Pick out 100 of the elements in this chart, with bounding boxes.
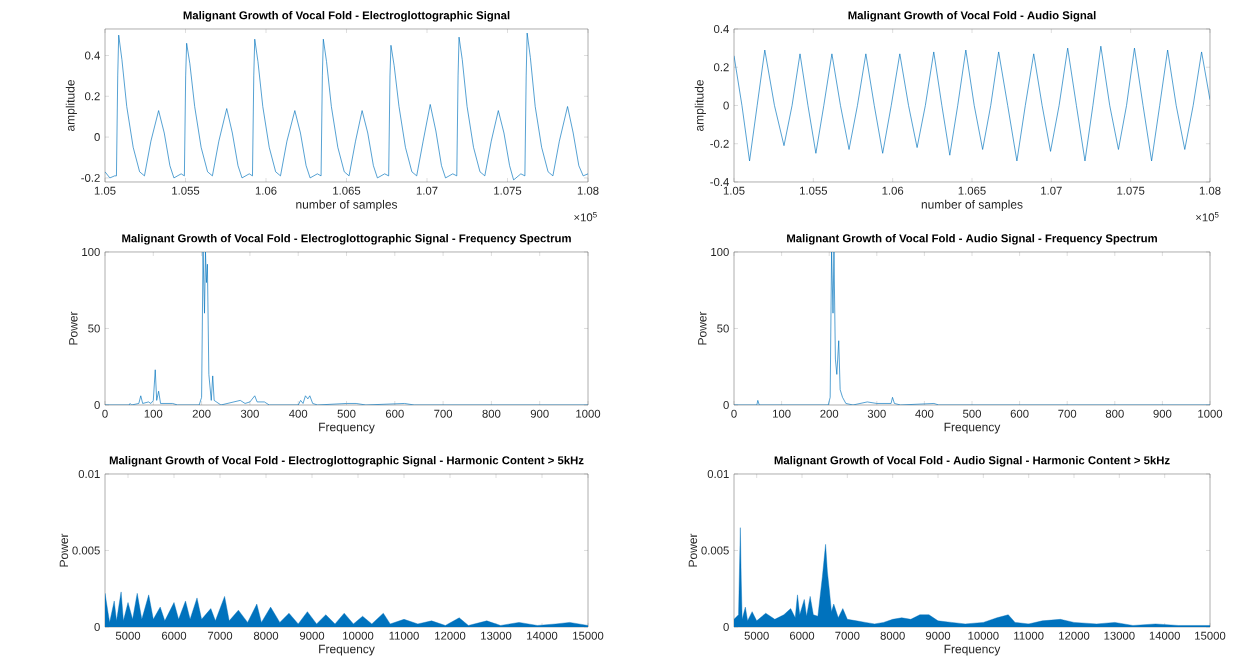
x-tick-label: 10000	[343, 631, 374, 640]
chart-title: Malignant Growth of Vocal Fold - Audio Signal - Harmonic Content > 5kHz	[774, 455, 1170, 467]
x-tick-label: 10000	[968, 631, 999, 640]
x-tick-label: 1.06	[882, 186, 904, 195]
y-tick-label: 50	[717, 324, 729, 333]
x-tick-label: 600	[385, 409, 404, 418]
x-tick-label: 100	[144, 409, 163, 418]
x-tick-label: 1.08	[577, 186, 599, 195]
x-tick-label: 0	[731, 409, 737, 418]
x-axis-title: Frequency	[319, 422, 375, 434]
x-axis-title: Frequency	[319, 644, 375, 656]
x-tick-label: 200	[820, 409, 839, 418]
x-tick-label: 400	[289, 409, 308, 418]
x-tick-label: 0	[102, 409, 108, 418]
line-series	[105, 32, 588, 181]
chart-title: Malignant Growth of Vocal Fold - Electroglottographic Signal - Harmonic Content > 5kHz	[109, 455, 584, 467]
x-tick-label: 200	[192, 409, 211, 418]
x-axis-title: number of samples	[296, 199, 398, 212]
y-tick-label: 0	[94, 133, 100, 142]
x-tick-label: 900	[1153, 409, 1172, 418]
x-tick-label: 8000	[253, 631, 279, 640]
x-tick-label: 1.07	[416, 186, 438, 195]
x-axis-title: Frequency	[944, 422, 1001, 434]
y-tick-label: 0.4	[84, 51, 100, 60]
text: ×10$^{5}$	[1196, 212, 1219, 222]
x-tick-label: 13000	[481, 631, 512, 640]
x-tick-label: 11000	[1014, 631, 1044, 640]
x-tick-label: 13000	[1104, 631, 1135, 640]
chart-title: Malignant Growth of Vocal Fold - Audio Signal	[848, 10, 1096, 22]
x-tick-label: 800	[1105, 409, 1124, 418]
x-tick-label: 9000	[925, 631, 951, 640]
y-tick-label: 0	[723, 400, 729, 409]
x-tick-label: 14000	[527, 631, 558, 640]
x-tick-label: 9000	[299, 631, 325, 640]
y-tick-label: 100	[82, 247, 100, 256]
x-tick-label: 1.065	[333, 186, 361, 195]
y-tick-label: 0.005	[701, 546, 729, 555]
x-tick-label: 1.05	[723, 186, 745, 195]
chart-title: Malignant Growth of Vocal Fold - Electroglottographic Signal - Frequency Spectrum	[122, 233, 571, 245]
x-tick-label: 7000	[207, 631, 233, 640]
text: ×10$^{5}$	[574, 212, 597, 222]
y-axis-title: amplitude	[65, 80, 77, 131]
x-tick-label: 6000	[161, 631, 187, 640]
y-axis-title: Power	[69, 311, 78, 345]
chart-title: Malignant Growth of Vocal Fold - Audio Signal - Frequency Spectrum	[787, 233, 1157, 245]
chart-title: Malignant Growth of Vocal Fold - Electroglottographic Signal	[183, 10, 510, 22]
x-tick-label: 1000	[1198, 409, 1223, 418]
x-tick-label: 300	[240, 409, 259, 418]
x-tick-label: 1000	[576, 409, 601, 418]
x-tick-label: 900	[530, 409, 549, 418]
x-tick-label: 1.075	[494, 186, 522, 195]
x-tick-label: 5000	[115, 631, 141, 640]
x-tick-label: 300	[867, 409, 886, 418]
x-axis-title: number of samples	[921, 199, 1023, 212]
x-tick-label: 5000	[744, 631, 769, 640]
x-tick-label: 1.065	[958, 186, 986, 195]
x-tick-label: 15000	[573, 631, 604, 640]
x-tick-label: 1.08	[1199, 186, 1221, 195]
y-tick-label: -0.4	[710, 177, 729, 186]
x-tick-label: 1.05	[94, 186, 116, 195]
x-tick-label: 500	[963, 409, 982, 418]
x-tick-label: 700	[434, 409, 453, 418]
x-tick-label: 1.055	[172, 186, 200, 195]
y-tick-label: 0.2	[84, 92, 100, 101]
x-tick-label: 1.06	[255, 186, 277, 195]
y-tick-label: 0.4	[713, 24, 729, 33]
x-tick-label: 800	[482, 409, 501, 418]
y-tick-label: 0.005	[72, 546, 100, 555]
x-tick-label: 8000	[880, 631, 905, 640]
x-tick-label: 1.07	[1041, 186, 1062, 195]
y-tick-label: 0.2	[713, 63, 729, 72]
y-tick-label: 0.01	[707, 469, 729, 478]
x-axis-title: Frequency	[944, 644, 1001, 656]
y-tick-label: -0.2	[81, 173, 100, 182]
line-series	[734, 45, 1210, 162]
line-series	[105, 251, 589, 405]
x-tick-label: 100	[773, 409, 791, 418]
y-tick-label: 0	[723, 101, 729, 110]
y-tick-label: 0	[723, 622, 729, 631]
y-tick-label: -0.2	[710, 139, 729, 148]
y-tick-label: 0	[94, 622, 100, 631]
y-tick-label: 100	[711, 247, 729, 256]
x-tick-label: 15000	[1195, 631, 1226, 640]
x-tick-label: 12000	[435, 631, 466, 640]
y-tick-label: 50	[88, 324, 100, 333]
y-axis-title: Power	[698, 311, 707, 345]
x-tick-label: 11000	[389, 631, 419, 640]
x-tick-label: 600	[1010, 409, 1029, 418]
x-tick-label: 7000	[835, 631, 860, 640]
x-tick-label: 6000	[789, 631, 815, 640]
x-tick-label: 500	[337, 409, 356, 418]
x-tick-label: 1.075	[1117, 186, 1145, 195]
x-tick-label: 400	[915, 409, 934, 418]
x-tick-label: 14000	[1149, 631, 1180, 640]
y-tick-label: 0.01	[78, 469, 100, 478]
y-tick-label: 0	[94, 400, 100, 409]
y-axis-title: Power	[688, 533, 698, 567]
y-axis-title: amplitude	[694, 80, 706, 131]
x-tick-label: 1.055	[800, 186, 828, 195]
x-tick-label: 12000	[1059, 631, 1090, 640]
